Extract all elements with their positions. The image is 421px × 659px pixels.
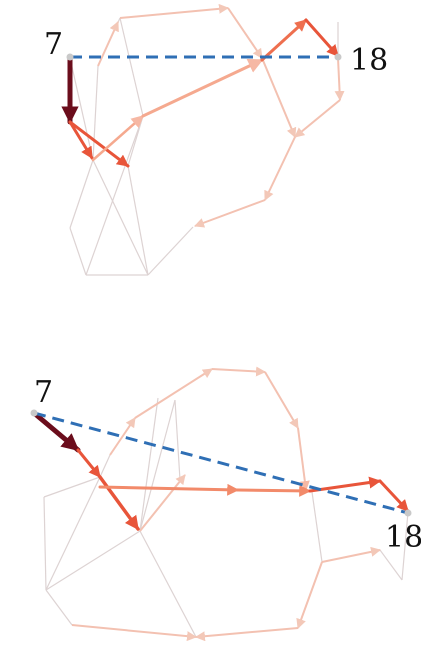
- source-node: [66, 53, 74, 61]
- panel-top: 7 18: [44, 3, 388, 276]
- highlighted-path: [31, 410, 410, 531]
- panel-bottom: 7 18: [30, 366, 421, 642]
- source-label: 7: [34, 375, 53, 410]
- source-label: 7: [44, 27, 63, 62]
- target-label: 18: [350, 43, 388, 78]
- highlighted-path: [61, 18, 340, 168]
- target-node: [404, 509, 412, 517]
- path-edges-light: [97, 3, 345, 228]
- path-edges-light: [71, 366, 381, 642]
- source-node: [30, 409, 38, 417]
- target-node: [334, 53, 342, 61]
- graph-edges: [43, 397, 409, 638]
- straight-line-dashed: [33, 411, 409, 515]
- target-label: 18: [385, 520, 421, 555]
- graph-edges: [69, 17, 339, 276]
